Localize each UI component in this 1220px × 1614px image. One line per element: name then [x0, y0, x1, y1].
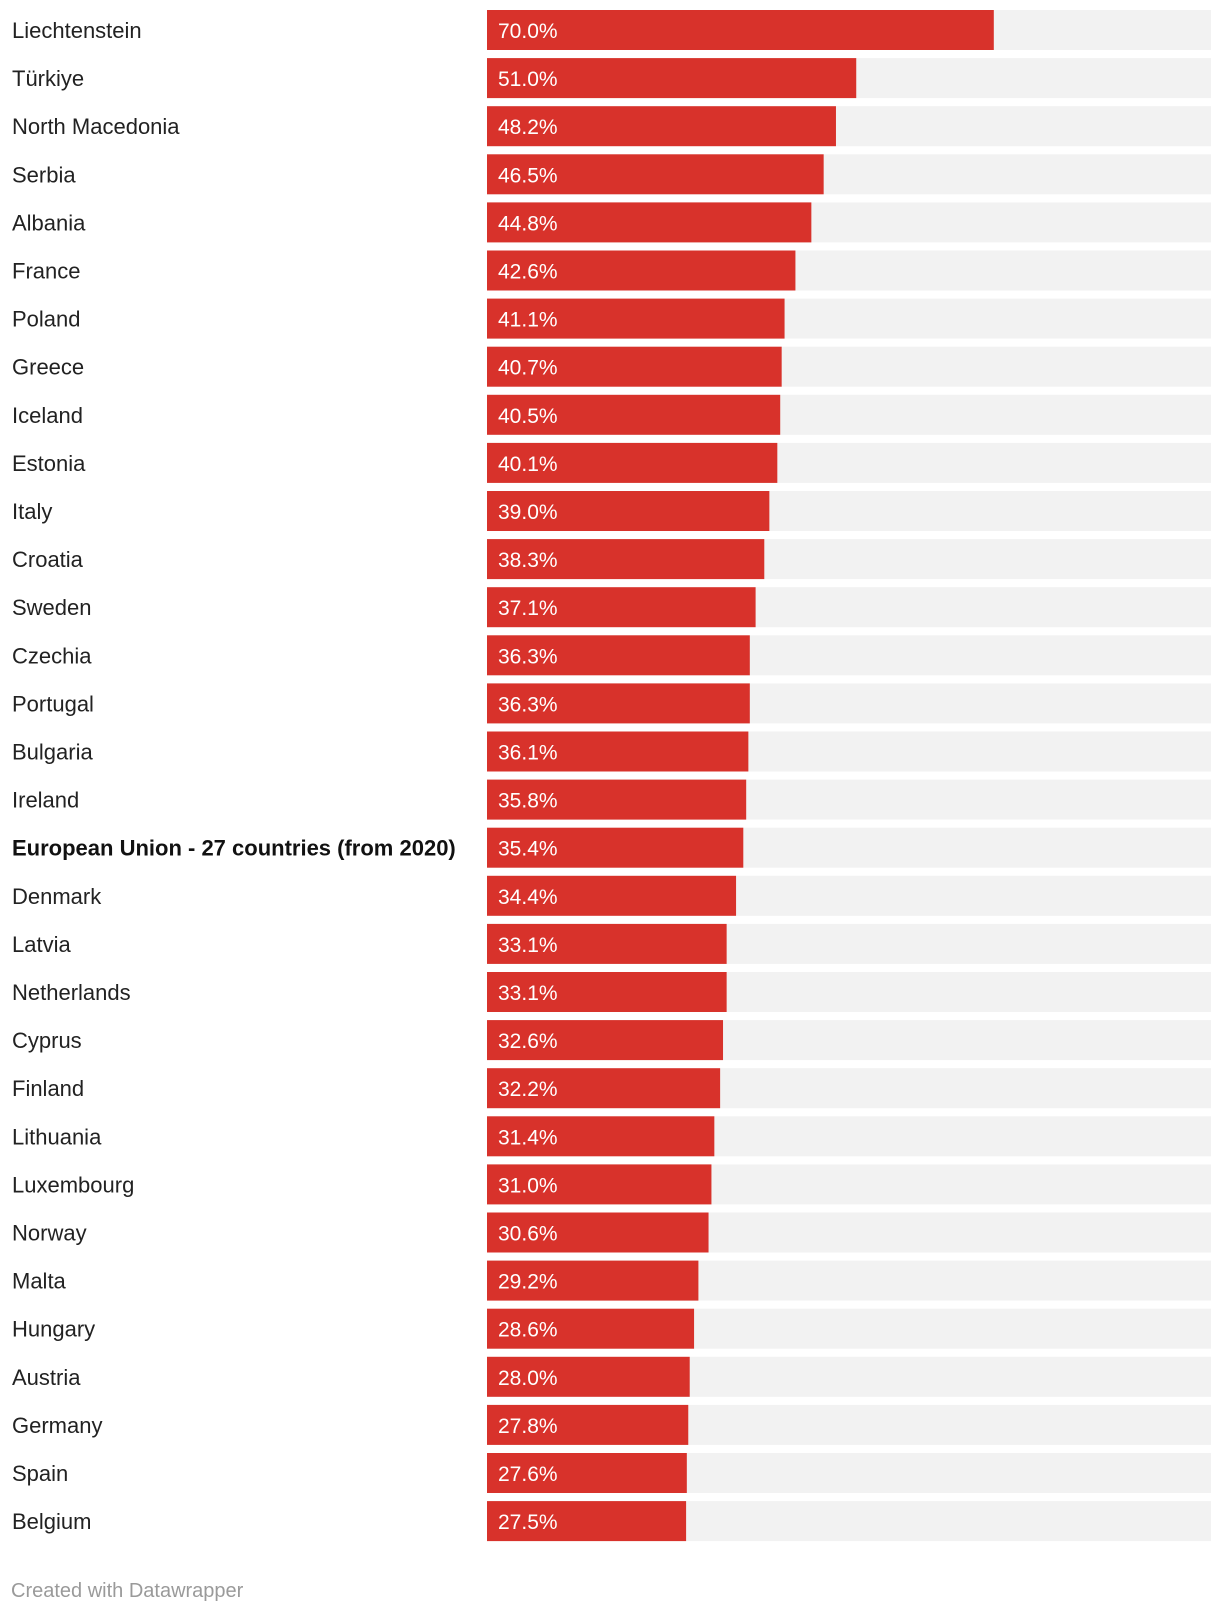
category-label: Poland: [12, 307, 81, 332]
value-label: 48.2%: [498, 116, 558, 139]
bar: [487, 1453, 687, 1493]
value-label: 36.3%: [498, 693, 558, 716]
bar: [487, 731, 749, 772]
bar: [487, 1356, 690, 1397]
value-label: 28.6%: [498, 1319, 558, 1342]
value-label: 41.1%: [498, 309, 558, 332]
category-label: Norway: [12, 1221, 87, 1246]
value-label: 28.0%: [498, 1367, 558, 1390]
bar: [487, 442, 778, 483]
category-label: Portugal: [12, 691, 94, 716]
bar: [487, 10, 994, 50]
category-label: Netherlands: [12, 980, 131, 1005]
bar: [487, 1068, 721, 1109]
category-label: Estonia: [12, 451, 86, 476]
value-label: 27.8%: [498, 1415, 558, 1438]
bar: [487, 1308, 695, 1349]
category-label: North Macedonia: [12, 114, 180, 139]
category-label: Iceland: [12, 403, 83, 428]
value-label: 32.6%: [498, 1030, 558, 1053]
category-label: Ireland: [12, 788, 79, 813]
bar: [487, 1116, 715, 1157]
value-label: 40.1%: [498, 453, 558, 476]
bar: [487, 683, 750, 724]
bar: [487, 106, 836, 147]
value-label: 36.1%: [498, 742, 558, 765]
category-label: Latvia: [12, 932, 71, 957]
bar-chart: Liechtenstein 70.0% Türkiye 51.0% North Mace…: [12, 10, 1211, 1542]
category-label: Sweden: [12, 595, 92, 620]
bar: [487, 1212, 709, 1253]
category-label: France: [12, 259, 80, 284]
category-label: Bulgaria: [12, 740, 93, 765]
value-label: 31.0%: [498, 1174, 558, 1197]
value-label: 39.0%: [498, 501, 558, 524]
value-label: 27.6%: [498, 1463, 558, 1486]
bar: [487, 635, 750, 676]
category-label: Greece: [12, 355, 84, 380]
bar: [487, 1260, 699, 1301]
bar: [487, 1404, 689, 1445]
bar: [487, 298, 785, 339]
value-label: 27.5%: [498, 1511, 558, 1534]
value-label: 29.2%: [498, 1271, 558, 1294]
bar: [487, 250, 796, 291]
value-label: 33.1%: [498, 982, 558, 1005]
category-label: Austria: [12, 1365, 81, 1390]
value-label: 35.4%: [498, 838, 558, 861]
category-label: Germany: [12, 1413, 102, 1438]
category-label: Czechia: [12, 643, 92, 668]
bar: [487, 923, 727, 964]
datawrapper-credit: Created with Datawrapper: [11, 1580, 244, 1602]
bar: [487, 779, 747, 820]
bar: [487, 827, 744, 868]
value-label: 32.2%: [498, 1078, 558, 1101]
value-label: 31.4%: [498, 1126, 558, 1149]
value-label: 35.8%: [498, 790, 558, 813]
value-label: 34.4%: [498, 886, 558, 909]
bar: [487, 875, 737, 916]
bar: [487, 587, 756, 628]
category-label: Hungary: [12, 1317, 95, 1342]
category-label: Cyprus: [12, 1028, 82, 1053]
category-label: Croatia: [12, 547, 84, 572]
category-label: Türkiye: [12, 66, 84, 91]
value-label: 38.3%: [498, 549, 558, 572]
category-label: Malta: [12, 1269, 67, 1294]
value-label: 51.0%: [498, 68, 558, 91]
category-label: Albania: [12, 210, 86, 235]
category-label: Luxembourg: [12, 1172, 134, 1197]
value-label: 70.0%: [498, 20, 558, 43]
category-label: Finland: [12, 1076, 84, 1101]
value-label: 40.7%: [498, 357, 558, 380]
bar: [487, 539, 765, 580]
category-label: Denmark: [12, 884, 102, 909]
value-label: 36.3%: [498, 645, 558, 668]
category-label: Serbia: [12, 162, 76, 187]
value-label: 33.1%: [498, 934, 558, 957]
bar: [487, 491, 770, 531]
value-label: 44.8%: [498, 212, 558, 235]
bar: [487, 394, 781, 435]
value-label: 46.5%: [498, 164, 558, 187]
bar: [487, 1020, 724, 1061]
category-label: European Union - 27 countries (from 2020…: [12, 836, 456, 861]
category-label: Spain: [12, 1461, 68, 1486]
bar: [487, 972, 727, 1012]
category-label: Lithuania: [12, 1124, 102, 1149]
value-label: 30.6%: [498, 1223, 558, 1246]
value-label: 40.5%: [498, 405, 558, 428]
value-label: 37.1%: [498, 597, 558, 620]
category-label: Liechtenstein: [12, 18, 142, 43]
category-label: Belgium: [12, 1509, 91, 1534]
bar: [487, 346, 782, 387]
bar: [487, 154, 824, 195]
value-label: 42.6%: [498, 261, 558, 284]
bar: [487, 1164, 712, 1205]
bar: [487, 202, 812, 243]
bar: [487, 1501, 687, 1542]
bar: [487, 58, 857, 99]
category-label: Italy: [12, 499, 52, 524]
